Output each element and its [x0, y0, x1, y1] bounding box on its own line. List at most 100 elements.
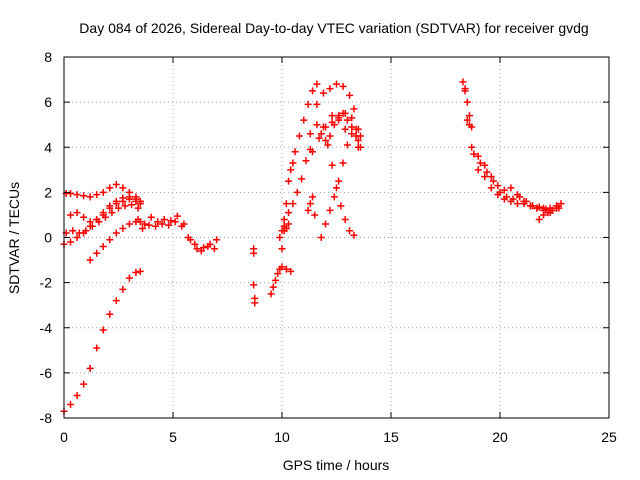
data-point — [507, 197, 515, 205]
data-point — [285, 177, 293, 185]
data-point — [459, 78, 467, 86]
data-point — [282, 200, 290, 208]
data-point — [356, 143, 364, 151]
data-point — [520, 200, 528, 208]
data-point — [326, 206, 334, 214]
x-tick-label: 0 — [60, 429, 68, 445]
data-point — [348, 114, 356, 122]
data-point — [548, 206, 556, 214]
data-point — [319, 89, 327, 97]
data-point — [269, 283, 277, 291]
data-point — [335, 112, 343, 120]
data-point — [112, 180, 120, 188]
data-point — [80, 380, 88, 388]
data-point — [125, 195, 133, 203]
data-point — [304, 206, 312, 214]
y-tick-label: -8 — [40, 410, 53, 426]
data-series — [67, 195, 144, 226]
data-point — [86, 364, 94, 372]
data-series — [328, 109, 364, 151]
data-point — [516, 193, 524, 201]
data-point — [99, 188, 107, 196]
data-point — [69, 227, 77, 235]
data-point — [86, 256, 94, 264]
x-tick-labels: 0 5 10 15 20 25 — [60, 429, 617, 445]
data-point — [494, 191, 502, 199]
data-point — [487, 173, 495, 181]
data-point — [470, 150, 478, 158]
y-tick-label: 4 — [44, 139, 52, 155]
data-series — [470, 150, 563, 214]
y-tick-label: -4 — [40, 320, 53, 336]
data-point — [309, 87, 317, 95]
data-point — [483, 168, 491, 176]
data-point — [346, 227, 354, 235]
data-point — [313, 100, 321, 108]
data-point — [132, 197, 140, 205]
data-point — [295, 132, 303, 140]
data-point — [544, 209, 552, 217]
data-point — [250, 249, 258, 257]
data-point — [119, 224, 127, 232]
data-point — [250, 281, 258, 289]
data-point — [106, 204, 114, 212]
data-point — [513, 200, 521, 208]
data-point — [119, 197, 127, 205]
data-point — [93, 215, 101, 223]
data-point — [463, 116, 471, 124]
data-point — [112, 200, 120, 208]
data-point — [141, 220, 149, 228]
data-point — [322, 136, 330, 144]
data-point — [287, 267, 295, 275]
data-point — [160, 215, 168, 223]
data-point — [557, 200, 565, 208]
data-series — [319, 123, 362, 239]
data-series — [304, 193, 319, 219]
data-point — [315, 134, 323, 142]
data-point — [328, 161, 336, 169]
data-series — [60, 267, 144, 415]
data-point — [125, 220, 133, 228]
data-point — [487, 184, 495, 192]
data-point — [115, 204, 122, 212]
data-point — [112, 229, 120, 237]
data-point — [540, 211, 548, 219]
data-point — [88, 222, 96, 230]
data-point — [278, 245, 286, 253]
data-point — [197, 247, 205, 255]
data-point — [304, 100, 312, 108]
data-point — [267, 290, 275, 298]
data-point — [99, 243, 107, 251]
data-point — [339, 159, 347, 167]
data-point — [136, 200, 144, 208]
x-tick-label: 20 — [492, 429, 508, 445]
data-point — [119, 285, 127, 293]
data-point — [86, 218, 94, 226]
data-point — [73, 209, 81, 217]
data-point — [173, 212, 181, 220]
data-point — [553, 204, 561, 212]
data-point — [80, 213, 88, 221]
data-point — [289, 159, 297, 167]
data-point — [533, 204, 541, 212]
data-point — [86, 193, 94, 201]
data-point — [285, 209, 293, 217]
data-point — [67, 190, 75, 198]
y-tick-label: 0 — [44, 230, 52, 246]
x-axis-label: GPS time / hours — [283, 457, 390, 473]
x-tick-label: 15 — [383, 429, 399, 445]
data-series — [62, 180, 144, 205]
data-point — [138, 224, 146, 232]
data-point — [540, 204, 548, 212]
data-point — [328, 112, 336, 120]
data-point — [112, 297, 120, 305]
data-points — [60, 78, 565, 415]
data-point — [322, 220, 330, 228]
data-point — [271, 276, 279, 284]
data-point — [354, 136, 362, 144]
x-tick-label: 25 — [601, 429, 617, 445]
data-point — [132, 268, 140, 276]
data-point — [306, 130, 314, 138]
data-point — [210, 245, 218, 253]
